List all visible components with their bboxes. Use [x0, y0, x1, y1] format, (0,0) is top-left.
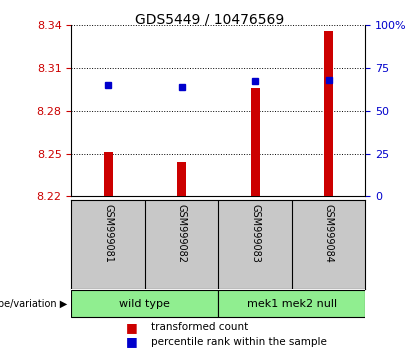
Bar — [251, 88, 260, 196]
Text: mek1 mek2 null: mek1 mek2 null — [247, 298, 337, 309]
Text: GSM999082: GSM999082 — [177, 205, 186, 263]
FancyBboxPatch shape — [71, 290, 218, 317]
Text: GSM999084: GSM999084 — [324, 205, 333, 263]
Bar — [177, 162, 186, 196]
Text: wild type: wild type — [119, 298, 171, 309]
Bar — [104, 152, 113, 196]
Text: genotype/variation ▶: genotype/variation ▶ — [0, 298, 67, 309]
FancyBboxPatch shape — [218, 290, 365, 317]
Text: percentile rank within the sample: percentile rank within the sample — [151, 337, 327, 347]
Text: transformed count: transformed count — [151, 322, 249, 332]
Text: ■: ■ — [126, 335, 138, 348]
Text: GSM999081: GSM999081 — [103, 205, 113, 263]
Text: ■: ■ — [126, 321, 138, 334]
Text: GDS5449 / 10476569: GDS5449 / 10476569 — [135, 12, 285, 27]
Text: GSM999083: GSM999083 — [250, 205, 260, 263]
Bar — [324, 30, 333, 196]
